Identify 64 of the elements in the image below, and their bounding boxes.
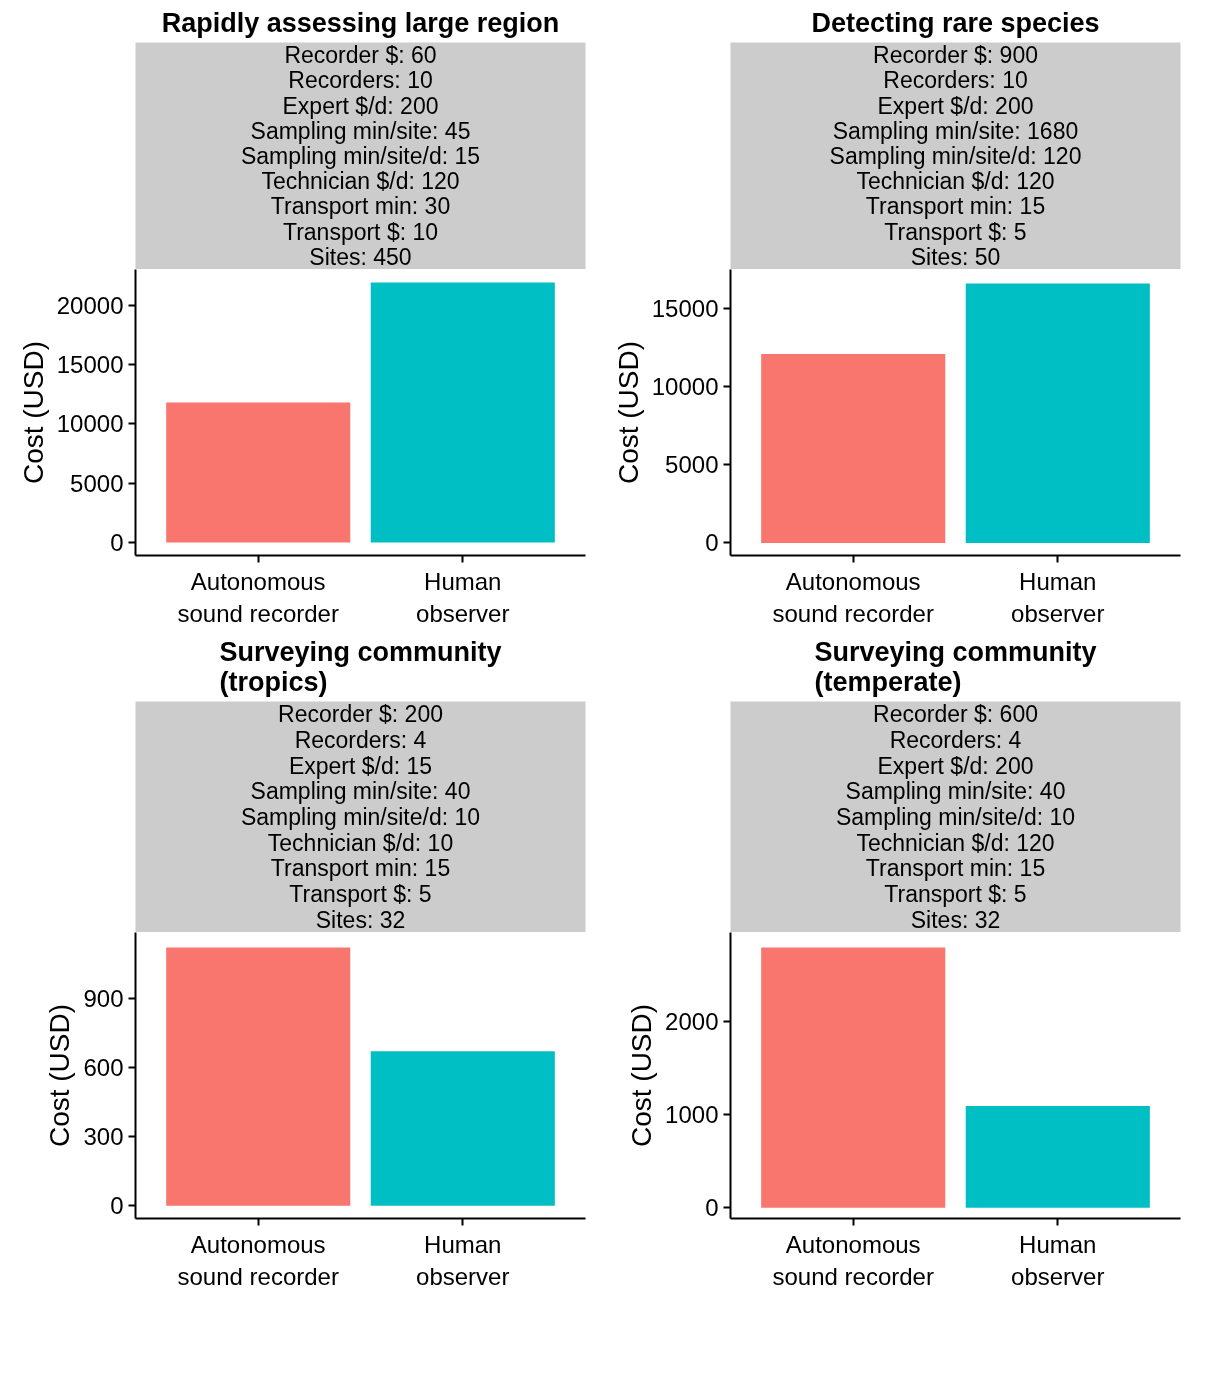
text: Technician $/d: 10: [267, 829, 454, 856]
y-tick-label: 0: [110, 1192, 124, 1220]
text: Recorder $: 60: [284, 42, 437, 69]
text: Expert $/d: 200: [282, 92, 439, 119]
text: Recorder $: 900: [873, 42, 1038, 69]
y-axis-title: Cost (USD): [626, 1003, 658, 1148]
text: Transport $: 5: [289, 881, 432, 907]
chart-title: Detecting rare species: [811, 7, 1100, 38]
text: Sampling min/site: 40: [250, 778, 471, 805]
chart-title: Surveying community (temperate): [814, 636, 1097, 697]
x-tick-label: Human observer: [416, 1230, 510, 1290]
x-tick-label: Human observer: [416, 567, 510, 627]
y-tick-label: 2000: [665, 1007, 719, 1035]
x-tick-label: Autonomous sound recorder: [177, 1230, 339, 1290]
text: Recorders: 10: [883, 67, 1028, 94]
text: Transport min: 15: [865, 193, 1046, 220]
y-axis-title: Cost (USD): [17, 340, 49, 485]
x-tick-label: Autonomous sound recorder: [177, 567, 339, 627]
text: Transport min: 15: [865, 855, 1046, 882]
text: Transport min: 15: [270, 855, 451, 882]
text: Sampling min/site/d: 10: [835, 804, 1076, 830]
y-axis-title: Cost (USD): [612, 340, 644, 485]
text: Sampling min/site: 40: [845, 778, 1066, 805]
text: Technician $/d: 120: [856, 829, 1055, 856]
y-tick-label: 900: [83, 984, 124, 1012]
y-tick-label: 15000: [651, 295, 719, 323]
x-tick-label: Human observer: [1011, 1230, 1105, 1290]
text: Transport $: 10: [282, 218, 439, 245]
y-tick-label: 300: [83, 1123, 124, 1151]
text: Sampling min/site/d: 15: [240, 143, 481, 169]
text: Recorders: 4: [294, 727, 427, 753]
text: Sampling min/site/d: 120: [829, 143, 1082, 169]
y-axis-title: Cost (USD): [44, 1003, 76, 1148]
text: Recorders: 10: [288, 67, 433, 94]
text: Transport min: 30: [270, 193, 451, 220]
y-tick-label: 5000: [70, 469, 124, 497]
y-tick-label: 10000: [651, 373, 719, 401]
x-tick-label: Human observer: [1011, 567, 1105, 627]
y-tick-label: 10000: [56, 410, 124, 438]
y-tick-label: 1000: [665, 1100, 719, 1128]
y-tick-label: 15000: [56, 350, 124, 378]
text: Expert $/d: 200: [877, 92, 1034, 119]
y-tick-label: 5000: [665, 451, 719, 479]
text: Sampling min/site/d: 10: [240, 804, 481, 830]
text: Expert $/d: 15: [288, 752, 433, 779]
text: Recorder $: 200: [278, 701, 443, 728]
text: Recorders: 4: [889, 727, 1022, 753]
text: Sites: 32: [910, 906, 1001, 933]
text: Transport $: 5: [884, 218, 1027, 245]
text: Technician $/d: 120: [856, 168, 1055, 195]
y-tick-label: 0: [110, 528, 124, 556]
text: Recorder $: 600: [873, 701, 1038, 728]
y-tick-label: 0: [705, 1194, 719, 1222]
x-tick-label: Autonomous sound recorder: [772, 1230, 934, 1290]
chart-title: Surveying community (tropics): [219, 636, 502, 697]
text: Sites: 32: [315, 906, 406, 933]
text: Expert $/d: 200: [877, 752, 1034, 779]
y-tick-label: 20000: [56, 291, 124, 319]
y-tick-label: 600: [83, 1053, 124, 1081]
chart-title: Rapidly assessing large region: [161, 7, 560, 38]
text: Transport $: 5: [884, 881, 1027, 907]
y-tick-label: 0: [705, 529, 719, 557]
x-tick-label: Autonomous sound recorder: [772, 567, 934, 627]
text: Technician $/d: 120: [261, 168, 460, 195]
